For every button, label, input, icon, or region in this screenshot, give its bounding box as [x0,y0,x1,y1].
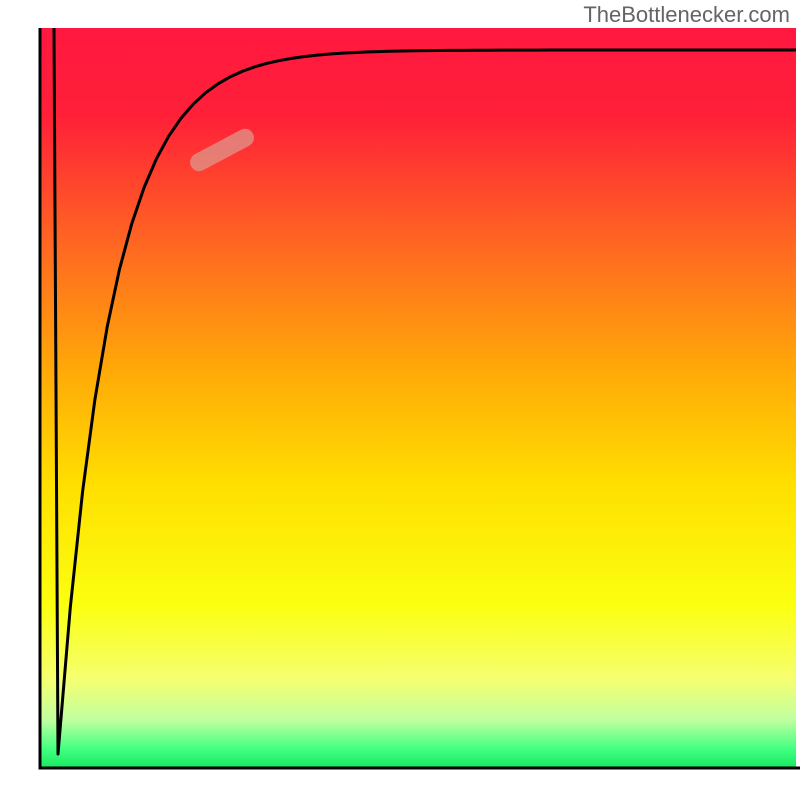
image-root: TheBottlenecker.com [0,0,800,800]
bottleneck-chart [0,0,800,800]
gradient-background [40,28,796,768]
watermark-text: TheBottlenecker.com [583,2,790,28]
